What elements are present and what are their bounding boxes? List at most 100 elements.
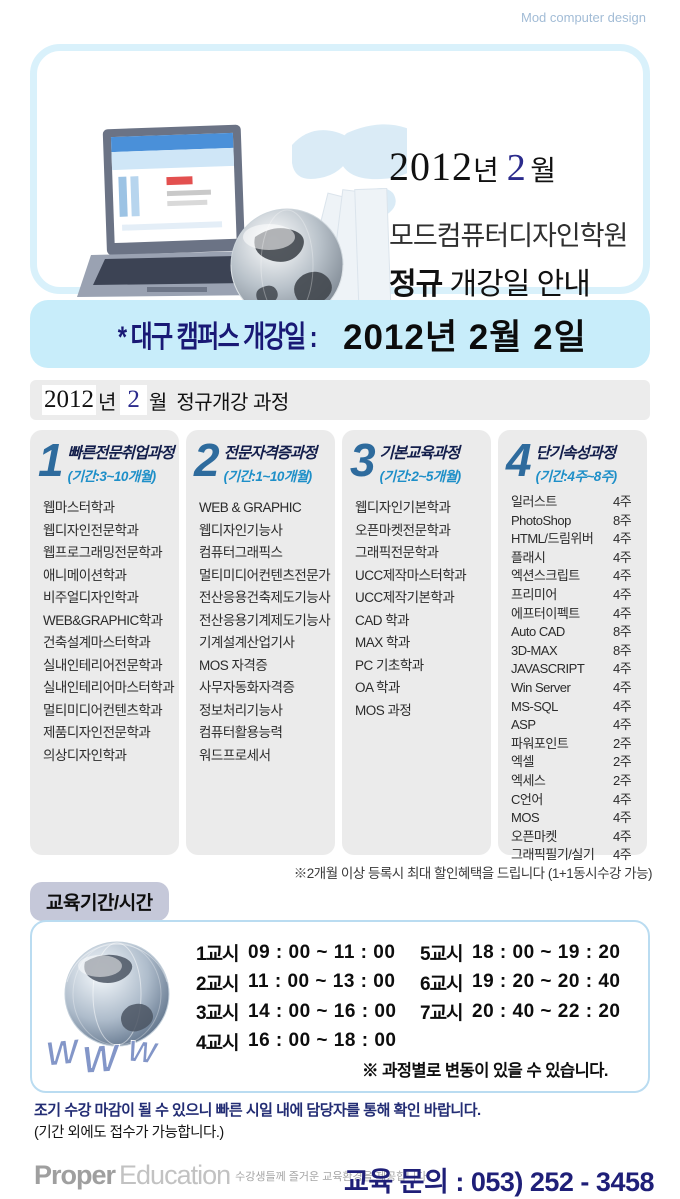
course-item-timed: C언어 4주: [511, 791, 641, 810]
schedule-row: 6교시 19 : 20 ~ 20 : 40: [420, 968, 620, 998]
course-item: 사무자동화자격증: [199, 680, 295, 695]
laptop-base: [77, 251, 269, 297]
section-month: 2: [120, 385, 147, 415]
discount-note: ※2개월 이상 등록시 최대 할인혜택을 드립니다 (1+1동시수강 가능): [293, 866, 653, 881]
course-item: WEB&GRAPHIC학과: [43, 612, 163, 628]
laptop: [102, 124, 245, 256]
course-item-timed: 엑션스크립트 4주: [511, 567, 641, 586]
course-name: 3D-MAX: [511, 642, 558, 658]
period-time: 16 : 00 ~ 18 : 00: [248, 1030, 397, 1052]
course-name: Auto CAD: [511, 624, 565, 640]
column-2-period: (기간:1~10개월): [223, 469, 313, 484]
course-duration: 2주: [613, 735, 632, 751]
course-item: 그래픽전문학과: [355, 545, 439, 560]
hero-month: 2: [506, 147, 526, 189]
course-columns: 1 빠른전문취업과정 (기간:3~10개월) 웹마스터학과 웹디자인전문학과 웹프로…: [30, 430, 650, 862]
course-item: 건축설계마스터학과: [43, 635, 151, 650]
schedule-periods-left: 1교시 09 : 00 ~ 11 : 00 2교시 11 : 00 ~ 13 :…: [196, 938, 396, 1056]
column-1-course-list: 웹마스터학과 웹디자인전문학과 웹프로그래밍전문학과 애니메이션학과 비주얼디자인학과 W…: [30, 497, 179, 767]
column-3-header: 3 기본교육과정 (기간:2~5개월): [342, 437, 491, 485]
course-item-timed: 프리미어 4주: [511, 586, 641, 605]
period-time: 19 : 20 ~ 20 : 40: [472, 971, 621, 993]
column-4-period: (기간:4주~8주): [535, 469, 618, 484]
hero-year-unit: 년: [473, 155, 499, 186]
section-year: 2012: [42, 385, 96, 415]
course-item: OA 학과: [355, 680, 400, 695]
course-item: 웹프로그래밍전문학과: [43, 545, 163, 560]
academy-name: 모드컴퓨터디자인학원: [389, 221, 628, 251]
course-duration: 2주: [613, 754, 632, 770]
course-name: PhotoShop: [511, 512, 571, 528]
course-item-timed: MOS 4주: [511, 809, 641, 828]
hero-subtitle-bold: 정규: [389, 268, 443, 301]
course-name: 프리미어: [511, 586, 557, 602]
course-duration: 4주: [613, 791, 632, 807]
hero-subtitle: 정규 개강일 안내: [389, 259, 680, 303]
course-item: 웹디자인기본학과: [355, 500, 451, 515]
course-item-timed: 일러스트 4주: [511, 493, 641, 512]
period-time: 09 : 00 ~ 11 : 00: [248, 941, 396, 963]
course-item: 정보처리기능사: [199, 702, 283, 718]
course-item: 컴퓨터활용능력: [199, 725, 283, 740]
course-item: MAX 학과: [355, 635, 410, 650]
campus-banner-date: 2012년 2월 2일: [342, 317, 587, 357]
period-label: 5교시: [420, 944, 464, 966]
course-item: 웹디자인전문학과: [43, 522, 139, 538]
column-short-intensive: 4 단기속성과정 (기간:4주~8주) 일러스트 4주 PhotoShop 8주: [498, 430, 647, 862]
schedule-row: 7교시 20 : 40 ~ 22 : 20: [420, 997, 620, 1027]
schedule-row: 4교시 16 : 00 ~ 18 : 00: [196, 1027, 396, 1057]
course-item: 제품디자인전문학과: [43, 725, 151, 740]
laptop-globe-illustration: [77, 124, 407, 322]
hero-title-date: 2012년 2 월: [389, 143, 680, 190]
course-item: 기계설계산업기사: [199, 635, 295, 650]
course-item: 실내인테리어마스터학과: [43, 680, 175, 695]
course-item-timed: JAVASCRIPT 4주: [511, 660, 641, 679]
course-item: 비주얼디자인학과: [43, 590, 139, 605]
course-duration: 4주: [613, 679, 632, 695]
course-name: 파워포인트: [511, 735, 569, 751]
course-name: 그래픽필기/실기: [511, 847, 595, 863]
period-label: 2교시: [196, 973, 240, 995]
column-4-title: 단기속성과정: [535, 445, 617, 462]
period-label: 3교시: [196, 1003, 240, 1025]
course-item-timed: 엑셀 2주: [511, 753, 641, 772]
course-duration: 4주: [613, 717, 632, 733]
course-name: Win Server: [511, 679, 571, 695]
early-closing-notice: 조기 수강 마감이 될 수 있으니 빠른 시일 내에 담당자를 통해 확인 바랍…: [34, 1102, 481, 1119]
svg-text:W: W: [45, 1032, 83, 1073]
column-1-header: 1 빠른전문취업과정 (기간:3~10개월): [30, 437, 179, 485]
course-duration: 4주: [613, 494, 632, 509]
hero-box: 2012년 2 월 모드컴퓨터디자인학원 정규 개강일 안내: [30, 44, 650, 322]
section-title-rest: 정규개강 과정: [176, 391, 289, 414]
course-duration: 4주: [613, 568, 632, 584]
course-item: MOS 과정: [355, 702, 412, 718]
svg-text:W: W: [126, 1035, 160, 1071]
contact-phone: 교육 문의 : 053) 252 - 3458: [343, 1167, 655, 1197]
course-item: CAD 학과: [355, 612, 410, 628]
course-name: MS-SQL: [511, 698, 558, 714]
period-label: 6교시: [420, 973, 464, 995]
course-item: UCC제작마스터학과: [355, 567, 467, 583]
course-duration: 4주: [613, 810, 632, 826]
course-name: JAVASCRIPT: [511, 661, 585, 677]
campus-open-date-banner: * 대구 캠퍼스 개강일 : 2012년 2월 2일: [30, 300, 650, 368]
course-item-timed: Win Server 4주: [511, 679, 641, 698]
column-3-title: 기본교육과정: [379, 445, 461, 462]
course-item-timed: 플래시 4주: [511, 549, 641, 568]
course-duration: 8주: [613, 642, 632, 658]
section-month-unit: 월: [148, 391, 168, 414]
globe: [230, 208, 344, 322]
course-duration: 8주: [613, 624, 632, 640]
course-name: 엑셀: [511, 754, 534, 770]
logo-text-bold: Proper: [34, 1160, 116, 1190]
course-item-timed: 오픈마켓 4주: [511, 828, 641, 847]
period-label: 4교시: [196, 1032, 240, 1054]
course-item-timed: Auto CAD 8주: [511, 623, 641, 642]
course-item: 오픈마켓전문학과: [355, 522, 451, 538]
course-duration: 4주: [613, 828, 632, 844]
course-name: C언어: [511, 791, 543, 807]
schedule-periods-right: 5교시 18 : 00 ~ 19 : 20 6교시 19 : 20 ~ 20 :…: [420, 938, 620, 1027]
period-label: 1교시: [196, 944, 240, 966]
course-duration: 4주: [613, 586, 632, 602]
